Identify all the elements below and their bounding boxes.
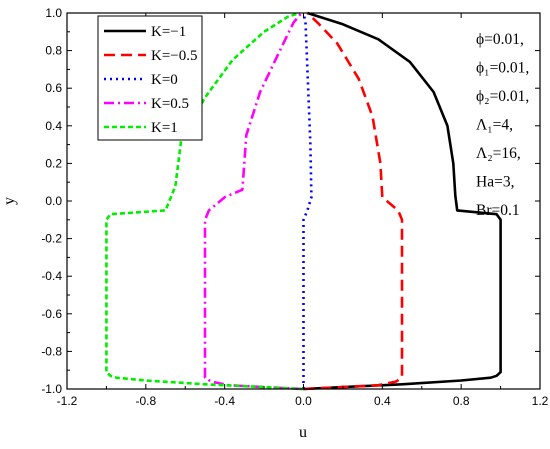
y-tick-label: 0.8 [45,44,62,58]
y-tick-label: -0.2 [41,232,62,246]
legend-label-2: K=−0.5 [151,48,198,64]
y-tick-label: -0.6 [41,307,62,321]
y-tick-label: -1.0 [41,382,62,396]
y-tick-label: 0.4 [45,119,62,133]
annotation-line-4: Λ₁=4, [476,117,513,134]
series-line-5 [105,11,304,391]
x-tick-label: 0.8 [453,394,470,408]
legend-label-3: K=0 [151,72,178,88]
series-line-1 [303,11,502,391]
annotation-line-7: Br=0.1 [476,202,520,219]
y-axis-label: y [1,197,18,205]
tick-labels: -1.2 -0.8 -0.4 0.0 0.4 0.8 1.2 1.0 0.8 0.6 0.4 0.2 0… [41,6,548,408]
legend-label-4: K=0.5 [151,96,189,112]
annotation-line-1: ϕ=0.01, [476,31,524,48]
x-tick-label: -1.2 [57,394,78,408]
legend-label-1: K=−1 [151,24,186,40]
y-tick-label: 0.0 [45,194,62,208]
y-tick-label: -0.8 [41,344,62,358]
annotation-line-5: Λ₂=16, [476,145,521,162]
y-tick-label: 0.6 [45,81,62,95]
legend-label-5: K=1 [151,120,178,136]
series-line-3 [302,12,313,389]
legend-box [97,15,203,141]
series-curves [105,11,502,391]
annotation-line-2: ϕ₁=0.01, [476,60,529,77]
x-axis-label: u [299,424,307,441]
x-tick-label: 1.2 [532,394,549,408]
annotation-line-3: ϕ₂=0.01, [476,88,529,105]
axis-ticks [66,12,541,390]
x-tick-label: 0.4 [374,394,391,408]
y-tick-label: -0.4 [41,269,62,283]
series-line-4 [203,12,304,391]
x-tick-label: -0.4 [214,394,235,408]
annotation-line-6: Ha=3, [476,174,514,191]
parameter-annotations: ϕ=0.01, ϕ₁=0.01, ϕ₂=0.01, Λ₁=4, Λ₂=16, Ha=3, B… [476,31,529,219]
x-tick-label: -0.8 [135,394,156,408]
x-tick-label: 0.0 [295,394,312,408]
series-line-2 [303,12,404,391]
y-tick-label: 1.0 [45,6,62,20]
legend: K=−1 K=−0.5 K=0 K=0.5 K=1 [97,15,203,141]
y-tick-label: 0.2 [45,156,62,170]
